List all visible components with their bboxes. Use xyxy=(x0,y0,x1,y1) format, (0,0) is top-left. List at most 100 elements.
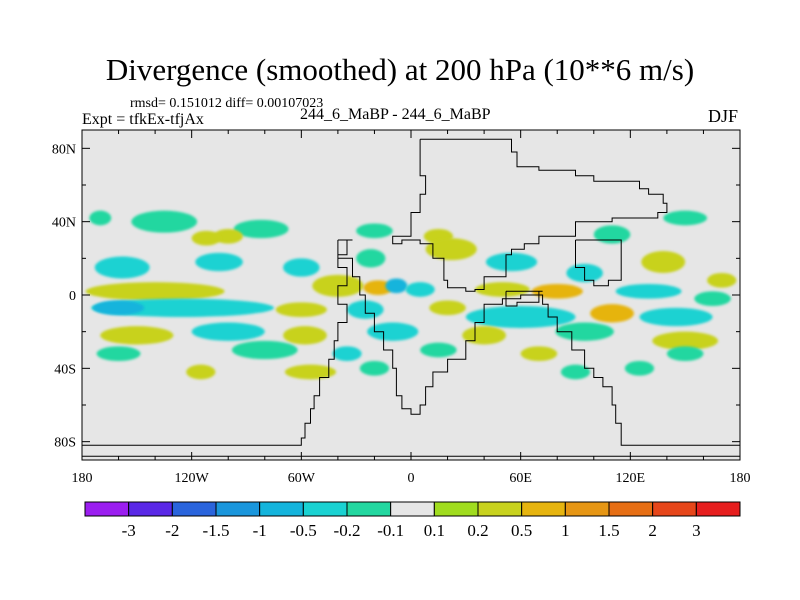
x-axis: 180 120W 60W 0 60E 120E 180 xyxy=(72,130,751,486)
run-comparison-label: 244_6_MaBP - 244_6_MaBP xyxy=(300,106,491,123)
x-tick-label: 0 xyxy=(408,471,415,486)
contour-blob xyxy=(624,361,655,376)
contour-blob xyxy=(694,291,731,306)
contour-blob xyxy=(560,364,591,380)
colorbar-label: -0.1 xyxy=(377,521,404,540)
contour-blob xyxy=(429,300,466,316)
colorbar-label: 0.2 xyxy=(467,521,488,540)
season-label: DJF xyxy=(708,106,739,126)
contour-blob xyxy=(652,331,719,351)
colorbar-swatch xyxy=(695,501,741,517)
contour-blob xyxy=(283,258,320,277)
chart-title: Divergence (smoothed) at 200 hPa (10**6 … xyxy=(105,52,695,87)
contour-blob xyxy=(195,252,243,272)
x-tick-label: 60W xyxy=(288,471,316,486)
contour-blob xyxy=(385,278,408,294)
colorbar-label: -2 xyxy=(165,521,179,540)
colorbar-swatch xyxy=(652,501,697,517)
contour-blob xyxy=(100,326,174,345)
continent-outlines xyxy=(82,138,740,457)
colorbar-label: 1 xyxy=(561,521,570,540)
contour-blob xyxy=(531,284,583,299)
colorbar-swatch xyxy=(521,501,566,517)
contour-blob xyxy=(641,251,686,273)
colorbar-swatch xyxy=(608,501,654,517)
colorbar-swatch xyxy=(390,501,435,517)
rmsd-diff-stats: rmsd= 0.151012 diff= 0.00107023 xyxy=(130,96,324,111)
outline-south-landmass xyxy=(82,239,740,457)
y-tick-label: 40N xyxy=(52,216,76,231)
contour-blob xyxy=(367,322,419,341)
colorbar-swatch xyxy=(259,501,304,517)
contour-blob xyxy=(191,230,221,246)
contour-blob xyxy=(233,219,289,239)
contour-blob xyxy=(465,306,576,328)
colorbar-label: -1 xyxy=(253,521,267,540)
colorbar-swatch xyxy=(564,501,610,517)
contour-blob xyxy=(363,280,393,295)
contour-blob xyxy=(94,256,150,279)
contour-blob xyxy=(615,284,682,299)
colorbar-label: -0.5 xyxy=(290,521,317,540)
colorbar-label: -0.2 xyxy=(334,521,361,540)
x-tick-label: 60E xyxy=(509,471,532,486)
colorbar-swatch xyxy=(477,501,523,517)
colorbar-label: -1.5 xyxy=(203,521,230,540)
contour-blob xyxy=(555,322,614,341)
contour-blob xyxy=(425,238,477,261)
contour-blob xyxy=(420,342,457,358)
colorbar-swatch xyxy=(171,501,217,517)
colorbar-swatch xyxy=(215,501,261,517)
contour-blob xyxy=(92,300,145,316)
colorbar-label: 2 xyxy=(648,521,657,540)
y-tick-label: 40S xyxy=(54,362,76,377)
x-tick-label: 120E xyxy=(616,471,646,486)
contour-blob xyxy=(663,210,708,226)
contour-blob xyxy=(284,364,337,380)
colorbar-label: -3 xyxy=(122,521,136,540)
y-tick-label: 0 xyxy=(69,289,76,304)
contour-blob xyxy=(332,346,362,361)
colorbar-label: 0.5 xyxy=(511,521,532,540)
contour-blob xyxy=(666,346,704,361)
contour-blob xyxy=(462,326,507,345)
outline-greenland xyxy=(392,138,668,292)
outline-island-east xyxy=(575,239,622,287)
contour-blob xyxy=(186,364,216,380)
contour-blob xyxy=(283,326,327,345)
colorbar-swatch xyxy=(346,501,392,517)
contour-blob xyxy=(191,322,265,341)
colorbar-label: 1.5 xyxy=(598,521,619,540)
contour-blob xyxy=(231,340,298,360)
contour-blob xyxy=(131,210,198,233)
contour-blob xyxy=(85,282,225,301)
contour-blob xyxy=(89,210,112,226)
y-tick-label: 80N xyxy=(52,142,76,157)
contour-blob xyxy=(520,346,558,361)
x-tick-label: 180 xyxy=(72,471,93,486)
colorbar-swatch xyxy=(128,501,173,517)
outline-island-mid xyxy=(505,290,543,307)
contour-blob xyxy=(593,225,631,244)
y-axis: 80N 40N 0 40S 80S xyxy=(52,142,740,451)
contour-blob xyxy=(474,282,530,297)
experiment-label: Expt = tfkEx-tfjAx xyxy=(82,111,204,128)
colorbar-swatch xyxy=(84,501,130,517)
y-tick-label: 80S xyxy=(54,436,76,451)
colorbar-label: 3 xyxy=(692,521,701,540)
contour-blob xyxy=(707,273,737,288)
contour-blob xyxy=(213,229,243,244)
contour-blob xyxy=(405,282,435,297)
colorbar: -3 -2 -1.5 -1 -0.5 -0.2 -0.1 0.1 0.2 0.5 1 1.5 2 3 xyxy=(84,501,741,540)
contour-blob xyxy=(96,346,141,361)
x-tick-label: 180 xyxy=(730,471,751,486)
colorbar-swatch xyxy=(302,501,348,517)
contour-blob xyxy=(275,302,327,317)
contour-blob xyxy=(356,223,393,239)
contour-blob xyxy=(485,252,538,272)
contour-blob xyxy=(356,249,386,268)
contour-blob xyxy=(590,304,634,323)
colorbar-swatch xyxy=(433,501,479,517)
contour-blob xyxy=(639,307,713,327)
